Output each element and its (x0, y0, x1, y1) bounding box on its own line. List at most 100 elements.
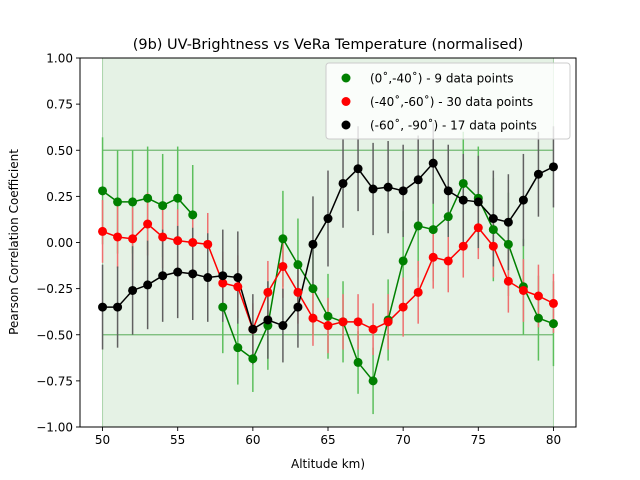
data-point (488, 241, 498, 251)
data-point (263, 287, 273, 297)
data-point (188, 238, 198, 247)
x-tick-label: 65 (320, 433, 335, 447)
x-tick-label: 50 (95, 433, 110, 447)
data-point (128, 197, 138, 207)
data-point (128, 234, 138, 244)
data-point (218, 302, 228, 312)
data-point (143, 219, 153, 229)
y-tick-label: −1.00 (36, 421, 73, 435)
data-point (143, 193, 153, 203)
data-point (158, 232, 168, 242)
data-point (173, 193, 183, 203)
data-point (428, 252, 438, 262)
y-axis-label: Pearson Correlation Coefficient (7, 149, 21, 335)
data-point (113, 232, 123, 242)
data-point (308, 239, 318, 249)
series-group (98, 122, 558, 415)
data-point (353, 164, 363, 174)
y-tick-label: −0.25 (36, 282, 73, 296)
data-point (518, 285, 528, 295)
data-point (323, 321, 333, 331)
data-point (278, 234, 288, 244)
data-point (443, 256, 453, 266)
data-point (98, 226, 108, 236)
data-point (368, 376, 378, 386)
data-point (533, 313, 543, 323)
data-point (128, 285, 138, 295)
data-point (488, 225, 498, 235)
data-point (443, 212, 453, 222)
data-point (203, 273, 213, 283)
data-point (218, 278, 228, 288)
data-point (353, 317, 363, 327)
data-point (413, 287, 423, 297)
axes: 50 55 60 65 70 75 80 −1.00 −0.75 −0.50 −0.25 0.00 0.… (36, 52, 577, 447)
y-tick-label: −0.75 (36, 374, 73, 388)
data-point (503, 217, 513, 227)
data-point (173, 236, 183, 246)
data-point (308, 284, 318, 294)
data-point (263, 315, 273, 325)
markers-0 (98, 178, 558, 386)
legend-label-1: (-40˚,-60˚) - 30 data points (370, 94, 533, 109)
data-point (113, 302, 123, 312)
data-point (383, 182, 393, 192)
data-point (398, 186, 408, 196)
data-point (368, 324, 378, 334)
legend-box (325, 62, 571, 140)
data-point (293, 302, 303, 312)
data-point (188, 269, 198, 279)
data-point (398, 302, 408, 312)
y-tick-label: 0.25 (46, 190, 73, 204)
data-point (188, 210, 198, 220)
legend-marker-2 (341, 120, 351, 130)
legend-label-2: (-60˚, -90˚) - 17 data points (370, 118, 537, 133)
data-point (503, 276, 513, 286)
data-point (98, 186, 108, 196)
chart-title: (9b) UV-Brightness vs VeRa Temperature (… (133, 37, 524, 53)
data-point (233, 282, 243, 292)
legend: (0˚,-40˚) - 9 data points (-40˚,-60˚) - 3… (325, 62, 571, 140)
data-point (233, 273, 243, 283)
data-point (98, 302, 108, 312)
legend-marker-1 (341, 97, 351, 106)
data-point (158, 271, 168, 281)
data-point (488, 214, 498, 224)
data-point (248, 324, 258, 334)
data-point (203, 239, 213, 249)
data-point (428, 158, 438, 168)
y-tick-label: 1.00 (46, 52, 73, 66)
data-point (338, 317, 348, 327)
data-point (353, 357, 363, 367)
data-point (413, 175, 423, 185)
x-tick-label: 80 (546, 433, 561, 447)
x-tick-label: 70 (396, 433, 411, 447)
data-point (113, 197, 123, 207)
data-point (458, 178, 468, 188)
x-tick-label: 60 (245, 433, 260, 447)
legend-label-0: (0˚,-40˚) - 9 data points (370, 71, 514, 86)
data-point (308, 313, 318, 323)
data-point (443, 186, 453, 196)
data-point (458, 241, 468, 251)
data-point (503, 239, 513, 249)
data-point (398, 256, 408, 266)
data-point (458, 195, 468, 205)
data-point (158, 201, 168, 211)
legend-marker-0 (341, 73, 351, 83)
data-point (323, 214, 333, 224)
data-point (383, 317, 393, 327)
data-point (278, 261, 288, 271)
data-point (248, 354, 258, 364)
data-point (533, 291, 543, 301)
x-tick-label: 55 (170, 433, 185, 447)
data-point (473, 223, 483, 233)
data-point (548, 319, 558, 329)
data-point (338, 178, 348, 188)
data-point (278, 321, 288, 331)
data-point (218, 271, 228, 281)
data-point (323, 311, 333, 321)
data-point (413, 221, 423, 231)
data-point (293, 287, 303, 297)
data-point (548, 162, 558, 172)
